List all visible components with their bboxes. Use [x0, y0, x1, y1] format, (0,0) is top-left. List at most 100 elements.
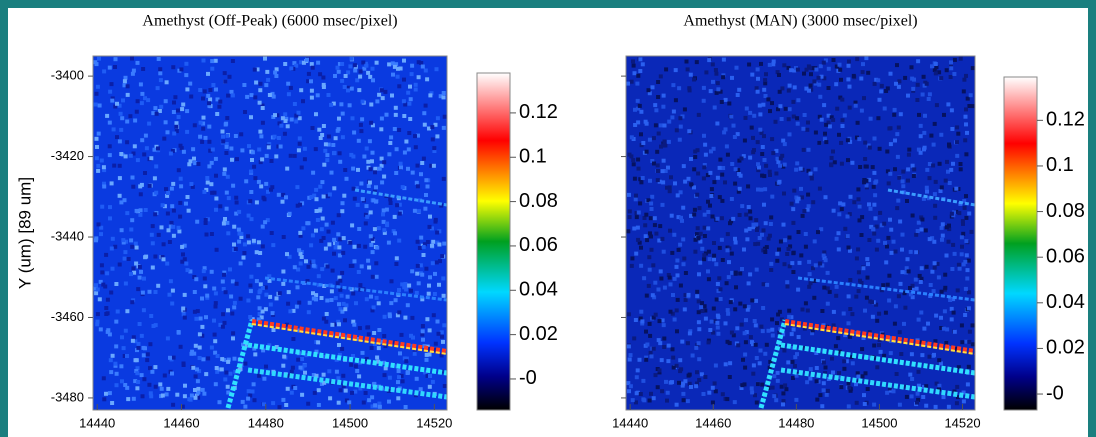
image-pixel: [235, 157, 239, 162]
image-pixel: [252, 398, 257, 403]
image-pixel: [775, 321, 779, 326]
image-pixel: [302, 157, 307, 162]
image-pixel: [754, 356, 759, 360]
image-pixel: [805, 308, 810, 313]
image-pixel: [855, 371, 860, 376]
image-pixel: [724, 144, 729, 149]
image-pixel: [681, 381, 686, 386]
image-pixel: [209, 269, 214, 274]
image-pixel: [696, 112, 701, 117]
image-pixel: [679, 367, 684, 372]
image-pixel: [178, 176, 183, 181]
image-pixel: [420, 297, 425, 302]
image-pixel: [967, 211, 972, 216]
image-pixel: [298, 230, 303, 235]
image-pixel: [695, 289, 700, 294]
image-pixel: [213, 291, 218, 296]
image-pixel: [843, 333, 848, 338]
image-pixel: [687, 88, 692, 93]
image-pixel: [330, 268, 335, 273]
image-pixel: [807, 88, 811, 93]
image-pixel: [909, 65, 914, 70]
image-pixel: [353, 68, 358, 73]
image-pixel: [317, 127, 322, 132]
image-pixel: [297, 116, 302, 121]
image-pixel: [280, 199, 285, 204]
image-pixel: [900, 179, 905, 184]
image-pixel: [846, 158, 850, 163]
image-pixel: [959, 252, 964, 257]
image-pixel: [928, 283, 933, 287]
image-pixel: [266, 189, 270, 194]
image-pixel: [427, 352, 432, 357]
image-pixel: [274, 154, 279, 159]
image-pixel: [868, 116, 873, 121]
image-pixel: [249, 169, 253, 174]
image-pixel: [94, 291, 99, 296]
image-pixel: [933, 203, 938, 208]
image-pixel: [790, 359, 795, 364]
image-pixel: [212, 318, 216, 323]
image-pixel: [353, 364, 358, 369]
image-pixel: [271, 94, 276, 99]
image-pixel: [887, 386, 892, 391]
image-pixel: [231, 336, 235, 341]
image-pixel: [130, 175, 135, 180]
image-pixel: [846, 404, 851, 409]
image-pixel: [420, 161, 425, 165]
image-pixel: [827, 124, 832, 129]
image-pixel: [885, 244, 889, 249]
image-pixel: [157, 109, 162, 113]
image-pixel: [108, 89, 113, 94]
image-pixel: [720, 172, 725, 177]
image-pixel: [824, 392, 829, 397]
image-pixel: [109, 181, 114, 186]
image-pixel: [867, 330, 872, 335]
image-pixel: [181, 312, 186, 317]
image-pixel: [281, 235, 286, 239]
image-pixel: [396, 380, 400, 385]
image-pixel: [682, 256, 687, 261]
image-pixel: [647, 267, 652, 272]
image-pixel: [886, 181, 891, 186]
image-pixel: [777, 73, 781, 77]
image-pixel: [885, 169, 890, 174]
image-pixel: [119, 364, 124, 369]
image-pixel: [958, 162, 963, 166]
image-pixel: [755, 382, 760, 387]
image-pixel: [399, 332, 404, 337]
image-pixel: [207, 124, 212, 129]
image-pixel: [897, 402, 902, 407]
image-pixel: [906, 93, 910, 98]
image-pixel: [416, 281, 421, 286]
image-pixel: [135, 348, 139, 353]
image-pixel: [773, 119, 778, 124]
image-pixel: [338, 278, 343, 283]
image-pixel: [716, 331, 721, 336]
image-pixel: [790, 261, 795, 266]
image-pixel: [704, 70, 709, 75]
y-tick-label: -3480: [51, 389, 84, 404]
image-pixel: [787, 308, 792, 313]
image-pixel: [214, 247, 219, 252]
image-pixel: [944, 340, 949, 345]
image-pixel: [415, 263, 420, 268]
image-pixel: [966, 258, 971, 263]
image-pixel: [675, 193, 680, 198]
image-pixel: [682, 107, 687, 112]
image-pixel: [287, 254, 292, 259]
image-pixel: [632, 176, 637, 181]
image-pixel: [897, 330, 902, 335]
image-pixel: [646, 283, 651, 288]
image-pixel: [712, 319, 717, 324]
image-pixel: [844, 359, 849, 364]
image-pixel: [414, 290, 419, 295]
image-pixel: [158, 67, 163, 72]
image-pixel: [627, 389, 631, 394]
image-pixel: [138, 192, 143, 197]
image-pixel: [171, 224, 176, 229]
image-pixel: [259, 134, 264, 139]
image-pixel: [846, 294, 851, 299]
image-pixel: [409, 288, 413, 293]
image-pixel: [736, 343, 741, 348]
